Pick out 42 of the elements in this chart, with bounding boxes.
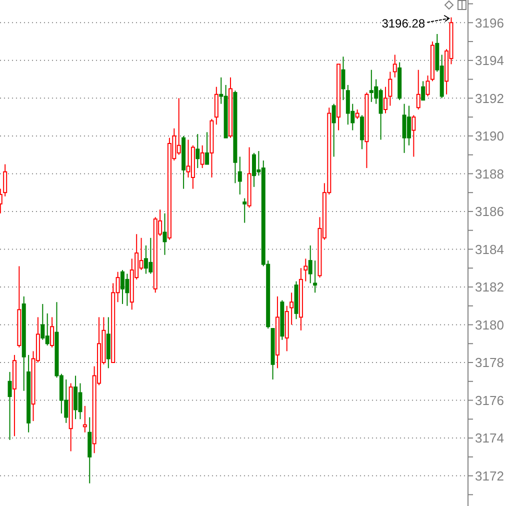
candlestick bbox=[383, 86, 388, 114]
candlestick bbox=[416, 69, 420, 110]
candlestick bbox=[196, 134, 200, 169]
candlestick bbox=[242, 198, 247, 224]
y-tick-label: 3176 bbox=[475, 392, 504, 408]
candlestick bbox=[388, 71, 392, 106]
candlestick bbox=[360, 114, 364, 150]
candlestick bbox=[392, 54, 397, 78]
candlestick bbox=[308, 244, 312, 284]
y-tick-label: 3196 bbox=[475, 15, 504, 30]
candlestick bbox=[290, 292, 294, 326]
y-tick-label: 3182 bbox=[475, 280, 504, 295]
y-tick-label: 3190 bbox=[475, 128, 504, 144]
y-tick-label: 3192 bbox=[475, 90, 504, 106]
candlestick bbox=[412, 114, 416, 158]
candlestick bbox=[82, 405, 87, 433]
candlestick bbox=[406, 105, 411, 146]
candlestick bbox=[74, 375, 78, 420]
y-tick-label: 3172 bbox=[475, 468, 504, 484]
annotation: 3196.28 bbox=[382, 16, 426, 30]
y-tick-label: 3188 bbox=[475, 166, 504, 182]
candlestick bbox=[214, 86, 218, 126]
y-tick-label: 3184 bbox=[475, 242, 504, 257]
candlestick bbox=[304, 258, 308, 282]
candlestick bbox=[313, 260, 318, 294]
candlestick bbox=[3, 164, 8, 197]
candlestick bbox=[238, 156, 242, 195]
y-tick-label: 3178 bbox=[475, 355, 504, 370]
candlestick bbox=[8, 371, 12, 440]
candlestick bbox=[341, 56, 346, 101]
candlestick bbox=[162, 212, 167, 256]
candlestick bbox=[205, 132, 210, 165]
y-tick-label: 3180 bbox=[475, 317, 504, 332]
y-tick-label: 3194 bbox=[475, 53, 504, 68]
y-tick-label: 3186 bbox=[475, 204, 504, 220]
candlestick bbox=[426, 75, 430, 97]
candlestick bbox=[421, 80, 426, 101]
candlestick bbox=[332, 103, 336, 158]
y-tick-label: 3174 bbox=[475, 430, 504, 446]
candlestick bbox=[50, 316, 54, 348]
candlestick bbox=[200, 144, 204, 169]
candlestick bbox=[355, 109, 360, 120]
